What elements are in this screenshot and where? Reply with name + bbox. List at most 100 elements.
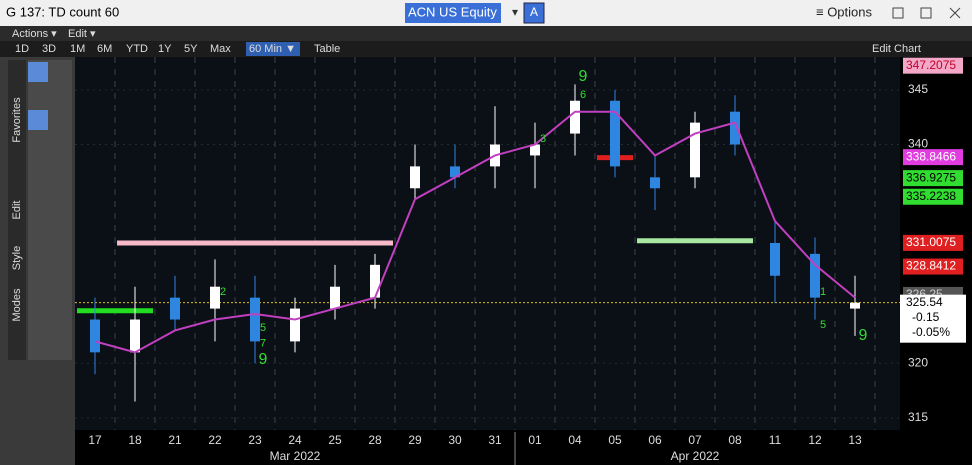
price-change: -0.05% <box>912 325 950 339</box>
candle-body <box>450 166 460 178</box>
price-label: 338.8466 <box>906 149 956 163</box>
candle-body <box>330 286 340 309</box>
x-tick-label: 06 <box>648 433 662 447</box>
candle-body <box>690 122 700 178</box>
ticker-dropdown[interactable]: ▾ <box>512 5 518 19</box>
x-tick-label: 04 <box>568 433 582 447</box>
candle-body <box>370 264 380 298</box>
candle-body <box>810 253 820 298</box>
candle-body <box>170 297 180 320</box>
range-button[interactable]: 3D <box>42 43 56 55</box>
price-label-bg <box>903 188 963 205</box>
td-count: 3 <box>540 133 546 145</box>
text-tool[interactable] <box>28 110 48 130</box>
price-change: -0.15 <box>912 310 940 324</box>
range-button[interactable]: Max <box>210 43 231 55</box>
range-button[interactable]: 6M <box>97 43 112 55</box>
y-tick-label: 345 <box>908 82 928 96</box>
pointer-tool[interactable] <box>28 62 48 82</box>
ticker[interactable]: ACN US Equity <box>408 4 497 19</box>
x-tick-label: 24 <box>288 433 302 447</box>
td-count: 2 <box>220 286 226 298</box>
x-tick-label: 25 <box>328 433 342 447</box>
range-button[interactable]: 1M <box>70 43 85 55</box>
td-count: 1 <box>820 286 826 298</box>
range-button[interactable]: YTD <box>126 43 148 55</box>
price-label: 347.2075 <box>906 58 956 72</box>
candle-body <box>650 177 660 189</box>
price-label: 336.9275 <box>906 170 956 184</box>
last-price-bg <box>900 294 966 343</box>
maximize-icon[interactable] <box>920 7 932 19</box>
x-tick-label: 01 <box>528 433 542 447</box>
y-tick-label: 315 <box>908 410 928 424</box>
x-axis <box>75 430 900 465</box>
x-tick-label: 28 <box>368 433 382 447</box>
tool-palette <box>28 60 72 360</box>
close-icon[interactable] <box>949 7 961 19</box>
price-label-bg <box>903 258 963 275</box>
td-count: 7 <box>260 337 266 349</box>
candle-body <box>850 302 860 309</box>
candle-body <box>730 111 740 145</box>
x-tick-label: 11 <box>769 433 782 447</box>
range-bar <box>0 41 972 57</box>
x-tick-label: 12 <box>808 433 822 447</box>
x-tick-label: 08 <box>728 433 742 447</box>
table-button[interactable]: Table <box>314 43 340 55</box>
month-label: Apr 2022 <box>671 449 720 463</box>
x-tick-label: 30 <box>448 433 462 447</box>
candle-body <box>130 319 140 353</box>
td-count: 5 <box>820 319 826 331</box>
edit-chart[interactable]: Edit Chart <box>872 43 921 55</box>
window-title: G 137: TD count 60 <box>6 4 119 19</box>
td-count: 6 <box>580 89 586 101</box>
candle-body <box>250 297 260 342</box>
ticker-button[interactable] <box>523 2 545 24</box>
side-tab-strip <box>8 60 26 360</box>
candle-body <box>210 286 220 309</box>
side-tab[interactable]: Style <box>11 246 23 270</box>
price-label: 328.8412 <box>906 259 956 273</box>
candle-body <box>290 308 300 342</box>
ticker-field[interactable] <box>405 3 501 23</box>
y-tick-label: 320 <box>908 355 928 369</box>
x-tick-label: 05 <box>608 433 622 447</box>
x-tick-label: 13 <box>848 433 862 447</box>
x-tick-label: 21 <box>168 433 182 447</box>
month-label: Mar 2022 <box>270 449 321 463</box>
interval-selected <box>246 42 300 56</box>
price-label: 335.2238 <box>906 189 956 203</box>
edit-icon[interactable] <box>892 7 904 19</box>
td-count: 9 <box>579 68 588 85</box>
candle-body <box>410 166 420 189</box>
side-tab[interactable]: Edit <box>11 201 23 220</box>
menu[interactable]: Edit ▾ <box>68 28 96 40</box>
td-count: 9 <box>859 327 868 344</box>
td-count: 9 <box>259 351 268 368</box>
price-label-bg <box>903 149 963 166</box>
price-label-bg <box>903 57 963 74</box>
x-tick-label: 23 <box>248 433 262 447</box>
options-button[interactable]: ≡ Options <box>816 4 872 19</box>
x-tick-label: 29 <box>408 433 422 447</box>
side-tab[interactable]: Favorites <box>11 97 23 143</box>
menu[interactable]: Actions ▾ <box>12 28 57 40</box>
range-button[interactable]: 1Y <box>158 43 172 55</box>
x-tick-label: 07 <box>688 433 702 447</box>
moving-average <box>94 110 856 354</box>
x-tick-label: 22 <box>208 433 222 447</box>
price-label-bg <box>903 170 963 187</box>
x-tick-label: 31 <box>488 433 502 447</box>
side-tab[interactable]: Modes <box>11 288 23 322</box>
x-tick-label: 18 <box>128 433 142 447</box>
candle-body <box>610 100 620 167</box>
range-button[interactable]: 1D <box>15 43 29 55</box>
candle-body <box>530 144 540 156</box>
interval-button[interactable]: 60 Min ▼ <box>249 43 296 55</box>
range-button[interactable]: 5Y <box>184 43 198 55</box>
ticker-button-label[interactable]: A <box>530 5 538 19</box>
menu-bar <box>0 26 972 41</box>
